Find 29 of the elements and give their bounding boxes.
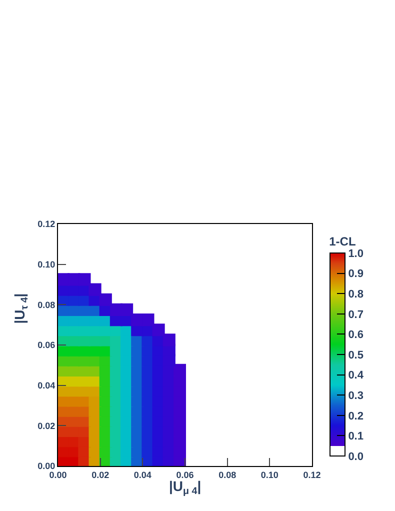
x-tick-label: 0.08 bbox=[218, 470, 236, 480]
x-axis-title: |U$_{μ 4}$| bbox=[169, 478, 202, 497]
color-bar-label: 0.0 bbox=[348, 450, 364, 463]
color-bar-label: 0.7 bbox=[348, 308, 364, 321]
color-bar-label: 0.9 bbox=[348, 268, 364, 280]
x-tick-label: 0.12 bbox=[303, 470, 321, 480]
color-bar-label: 0.3 bbox=[348, 390, 364, 402]
color-bar-label: 0.4 bbox=[348, 370, 364, 382]
color-bar-label: 0.2 bbox=[348, 410, 364, 422]
color-bar-label: 0.6 bbox=[348, 329, 364, 342]
y-tick-label: 0.08 bbox=[38, 300, 56, 310]
y-tick-label: 0.02 bbox=[38, 420, 56, 431]
y-tick-label: 0.12 bbox=[38, 219, 56, 230]
y-tick-label: 0.10 bbox=[38, 259, 56, 270]
x-tick-label: 0.02 bbox=[92, 470, 110, 480]
x-tick-label: 0.10 bbox=[260, 470, 278, 480]
y-tick-label: 0.04 bbox=[38, 380, 56, 390]
color-bar-label: 0.5 bbox=[348, 349, 364, 362]
x-tick-label: 0.04 bbox=[134, 470, 152, 480]
color-bar-label: 1.0 bbox=[348, 248, 364, 260]
color-bar-label: 0.8 bbox=[348, 288, 364, 300]
y-tick-label: 0.00 bbox=[38, 461, 56, 472]
x-tick-label: 0.06 bbox=[176, 470, 194, 480]
point bbox=[78, 273, 91, 286]
point bbox=[173, 364, 186, 376]
y-tick-label: 0.06 bbox=[38, 340, 56, 350]
color-bar-title: 1-CL bbox=[329, 234, 356, 248]
x-tick-label: 0.00 bbox=[49, 470, 67, 480]
color-bar-label: 0.1 bbox=[348, 430, 364, 443]
